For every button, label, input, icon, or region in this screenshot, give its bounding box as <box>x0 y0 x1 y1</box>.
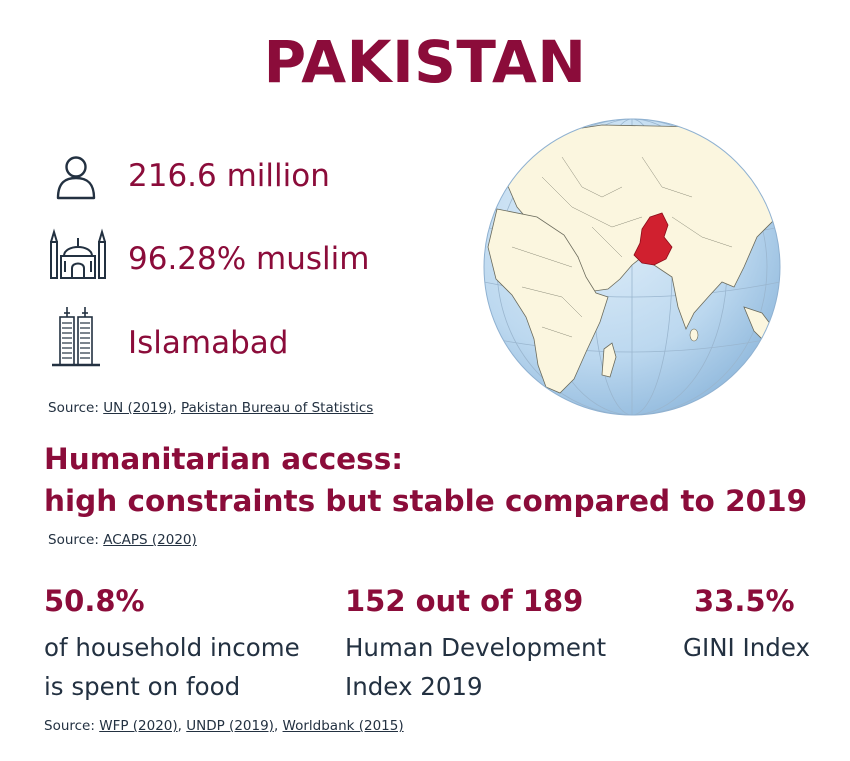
hdi-desc: Human Development Index 2019 <box>345 628 606 706</box>
source-separator: , <box>172 400 181 416</box>
source-prefix: Source: <box>44 718 100 734</box>
hdi-desc-line1: Human Development <box>345 633 607 662</box>
land-madagascar <box>601 342 617 378</box>
source-separator: , <box>273 718 283 734</box>
source-link-undp[interactable]: UNDP (2019) <box>186 718 274 734</box>
source-link-pbs[interactable]: Pakistan Bureau of Statistics <box>180 400 374 416</box>
facts-source: Source: UN (2019), Pakistan Bureau of St… <box>48 400 373 416</box>
food-spending-desc-line1: of household income <box>44 633 300 662</box>
source-prefix: Source: <box>48 532 104 548</box>
globe-map <box>482 117 782 417</box>
population-text: 216.6 million <box>128 158 330 194</box>
food-spending-value: 50.8% <box>44 584 145 618</box>
pakistan-highlight <box>633 212 673 266</box>
land-sri-lanka <box>689 328 699 342</box>
person-icon <box>48 152 104 216</box>
land-africa <box>487 208 609 394</box>
skyscraper-icon <box>48 303 104 367</box>
gini-value: 33.5% <box>694 584 795 618</box>
access-source: Source: ACAPS (2020) <box>48 532 197 548</box>
source-link-wfp[interactable]: WFP (2020) <box>99 718 178 734</box>
access-subheading: high constraints but stable compared to … <box>44 484 808 518</box>
mosque-icon <box>48 228 106 292</box>
hdi-desc-line2: Index 2019 <box>345 672 483 701</box>
stats-source: Source: WFP (2020), UNDP (2019), Worldba… <box>44 718 404 734</box>
religion-text: 96.28% muslim <box>128 241 370 277</box>
humanitarian-access: Humanitarian access: high constraints bu… <box>44 438 807 522</box>
gini-desc: GINI Index <box>683 633 810 662</box>
capital-text: Islamabad <box>128 325 289 361</box>
source-link-un[interactable]: UN (2019) <box>103 400 173 416</box>
source-link-worldbank[interactable]: Worldbank (2015) <box>282 718 404 734</box>
source-link-acaps[interactable]: ACAPS (2020) <box>103 532 197 548</box>
food-spending-desc-line2: is spent on food <box>44 672 241 701</box>
hdi-value: 152 out of 189 <box>345 584 584 618</box>
food-spending-desc: of household income is spent on food <box>44 628 300 706</box>
source-prefix: Source: <box>48 400 104 416</box>
access-heading: Humanitarian access: <box>44 442 404 476</box>
page-title: PAKISTAN <box>263 28 587 96</box>
source-separator: , <box>177 718 187 734</box>
